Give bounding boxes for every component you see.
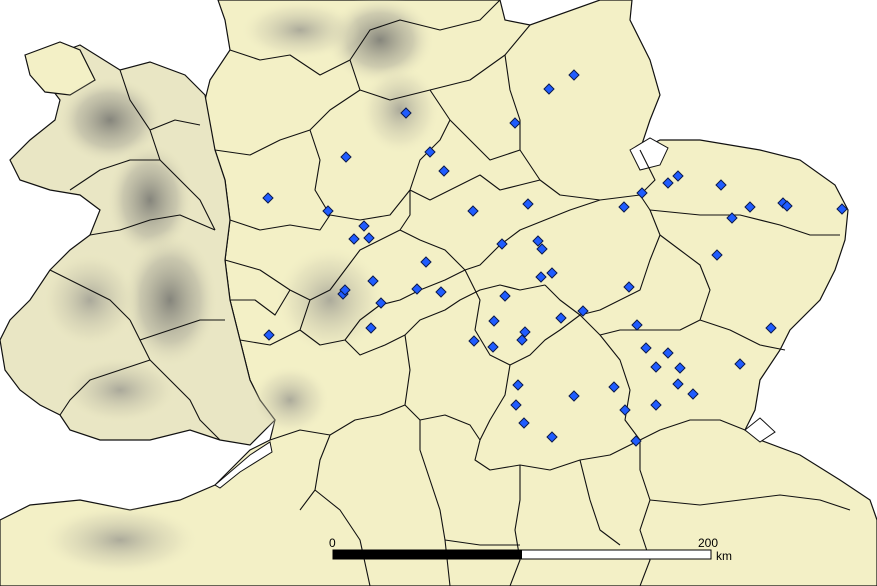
site-markers xyxy=(262,69,848,447)
site-marker[interactable] xyxy=(568,69,580,81)
site-marker[interactable] xyxy=(400,107,412,119)
site-marker[interactable] xyxy=(726,212,738,224)
site-marker[interactable] xyxy=(765,322,777,334)
site-marker[interactable] xyxy=(516,334,528,346)
site-marker[interactable] xyxy=(438,165,450,177)
site-marker[interactable] xyxy=(411,283,423,295)
site-marker[interactable] xyxy=(555,312,567,324)
site-marker[interactable] xyxy=(519,326,531,338)
site-marker[interactable] xyxy=(487,341,499,353)
site-marker[interactable] xyxy=(687,388,699,400)
site-marker[interactable] xyxy=(650,361,662,373)
site-marker[interactable] xyxy=(509,117,521,129)
site-marker[interactable] xyxy=(367,275,379,287)
site-marker[interactable] xyxy=(363,232,375,244)
site-marker[interactable] xyxy=(262,192,274,204)
site-marker[interactable] xyxy=(631,319,643,331)
site-marker[interactable] xyxy=(619,404,631,416)
site-marker[interactable] xyxy=(543,83,555,95)
site-marker[interactable] xyxy=(467,205,479,217)
site-marker[interactable] xyxy=(672,378,684,390)
site-marker[interactable] xyxy=(536,243,548,255)
site-marker[interactable] xyxy=(711,249,723,261)
site-marker[interactable] xyxy=(424,146,436,158)
site-marker[interactable] xyxy=(522,198,534,210)
site-marker[interactable] xyxy=(375,297,387,309)
scale-bar-end-label: 200 xyxy=(698,536,718,550)
site-marker[interactable] xyxy=(358,220,370,232)
site-marker[interactable] xyxy=(836,203,848,215)
scale-bar: 0 200 km xyxy=(329,536,732,563)
site-marker[interactable] xyxy=(623,281,635,293)
scale-bar-filled-segment xyxy=(333,550,522,559)
site-marker[interactable] xyxy=(781,200,793,212)
site-marker[interactable] xyxy=(340,151,352,163)
site-marker[interactable] xyxy=(435,286,447,298)
site-marker[interactable] xyxy=(650,399,662,411)
site-marker[interactable] xyxy=(577,305,589,317)
scale-bar-unit-label: km xyxy=(716,549,732,563)
site-marker[interactable] xyxy=(734,358,746,370)
site-marker[interactable] xyxy=(348,233,360,245)
site-marker[interactable] xyxy=(662,347,674,359)
site-marker[interactable] xyxy=(608,381,620,393)
the-wash xyxy=(629,137,669,171)
site-marker[interactable] xyxy=(715,179,727,191)
site-marker[interactable] xyxy=(640,342,652,354)
site-marker[interactable] xyxy=(263,329,275,341)
thames-estuary xyxy=(744,417,776,443)
relief-shading xyxy=(40,0,440,575)
site-marker[interactable] xyxy=(546,431,558,443)
site-marker[interactable] xyxy=(532,235,544,247)
site-marker[interactable] xyxy=(499,290,511,302)
scale-bar-start-label: 0 xyxy=(329,536,336,550)
site-marker[interactable] xyxy=(674,362,686,374)
site-marker[interactable] xyxy=(518,417,530,429)
site-marker[interactable] xyxy=(636,187,648,199)
site-marker[interactable] xyxy=(488,315,500,327)
site-marker[interactable] xyxy=(512,379,524,391)
site-marker[interactable] xyxy=(546,267,558,279)
site-marker[interactable] xyxy=(339,284,351,296)
site-marker[interactable] xyxy=(510,399,522,411)
site-marker[interactable] xyxy=(672,170,684,182)
site-marker[interactable] xyxy=(322,205,334,217)
site-marker[interactable] xyxy=(535,271,547,283)
site-marker[interactable] xyxy=(630,435,642,447)
site-marker[interactable] xyxy=(568,390,580,402)
site-marker[interactable] xyxy=(496,238,508,250)
severn-estuary xyxy=(214,441,273,489)
site-marker[interactable] xyxy=(618,201,630,213)
county-boundaries xyxy=(49,0,851,586)
site-marker[interactable] xyxy=(365,322,377,334)
site-marker[interactable] xyxy=(662,177,674,189)
site-marker[interactable] xyxy=(468,335,480,347)
site-marker[interactable] xyxy=(744,201,756,213)
site-marker[interactable] xyxy=(420,256,432,268)
